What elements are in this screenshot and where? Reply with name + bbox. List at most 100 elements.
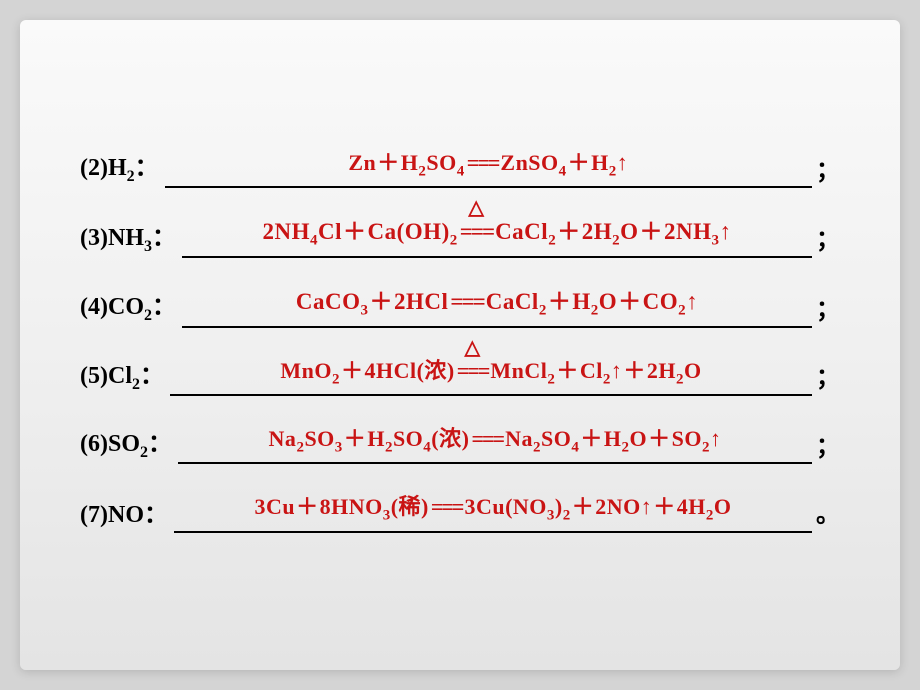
line-punctuation: ； [816, 224, 840, 258]
formula-text: MnO [280, 358, 332, 383]
formula-text: Cl [318, 219, 342, 244]
equals-bar: === [465, 150, 501, 175]
formula-text: 3Cu(NO [464, 494, 546, 519]
line-punctuation: ； [816, 431, 840, 465]
label-subscript: 2 [144, 307, 152, 324]
gas-arrow-icon: ↑ [611, 358, 623, 383]
formula-text: O [629, 426, 647, 451]
formula-text: ZnSO [500, 150, 558, 175]
formula-text: 2NH [263, 219, 311, 244]
heat-triangle-icon: △ [465, 334, 481, 362]
slide-page: (2)H2：Zn＋H2SO4===ZnSO4＋H2↑；(3)NH3：2NH4Cl… [20, 20, 900, 670]
formula-text: O [714, 494, 732, 519]
label-subscript: 2 [140, 444, 148, 461]
line-punctuation: ； [816, 294, 840, 328]
formula-subscript: 2 [676, 371, 684, 387]
equation-answer: 3Cu＋8HNO3(稀)===3Cu(NO3)2＋2NO↑＋4H2O [254, 492, 731, 526]
formula-text: SO [426, 150, 456, 175]
formula-text: 2H [647, 358, 676, 383]
plus-sign: ＋ [571, 494, 596, 519]
formula-text: CaCl [495, 219, 548, 244]
plus-sign: ＋ [340, 358, 365, 383]
formula-text: 4H [677, 494, 706, 519]
equation-line: (2)H2：Zn＋H2SO4===ZnSO4＋H2↑； [80, 150, 840, 188]
plus-sign: ＋ [638, 219, 664, 244]
equation-label: (5)Cl2： [80, 360, 164, 396]
formula-text: Na [269, 426, 297, 451]
plus-sign: ＋ [295, 494, 320, 519]
formula-subscript: 2 [609, 163, 617, 179]
equation-answer: MnO2＋4HCl(浓)===△MnCl2＋Cl2↑＋2H2O [280, 356, 701, 390]
equals-sign: === [429, 492, 465, 523]
gas-arrow-icon: ↑ [710, 426, 722, 451]
equation-answer: CaCO3＋2HCl===CaCl2＋H2O＋CO2↑ [296, 286, 698, 322]
formula-text: MnCl [490, 358, 547, 383]
answer-underline: Na2SO3＋H2SO4(浓)===Na2SO4＋H2O＋SO2↑ [178, 426, 812, 464]
formula-text: Zn [348, 150, 376, 175]
formula-subscript: 3 [335, 439, 343, 455]
plus-sign: ＋ [647, 426, 672, 451]
formula-subscript: 4 [310, 233, 318, 249]
formula-text: SO [393, 426, 423, 451]
equation-answer: Na2SO3＋H2SO4(浓)===Na2SO4＋H2O＋SO2↑ [269, 424, 722, 458]
plus-sign: ＋ [555, 358, 580, 383]
formula-subscript: 2 [612, 233, 620, 249]
formula-text: SO [541, 426, 571, 451]
equation-line: (4)CO2：CaCO3＋2HCl===CaCl2＋H2O＋CO2↑； [80, 288, 840, 328]
equation-label: (4)CO2： [80, 291, 176, 327]
formula-text: H [604, 426, 622, 451]
equals-bar: === [458, 219, 495, 244]
answer-underline: MnO2＋4HCl(浓)===△MnCl2＋Cl2↑＋2H2O [170, 358, 812, 396]
plus-sign: ＋ [376, 150, 401, 175]
equals-bar: === [448, 289, 485, 314]
label-suffix: ： [152, 225, 176, 251]
equation-line: (3)NH3：2NH4Cl＋Ca(OH)2===△CaCl2＋2H2O＋2NH3… [80, 218, 840, 258]
equals-sign: === [465, 148, 501, 179]
formula-text: ) [555, 494, 563, 519]
formula-subscript: 2 [385, 439, 393, 455]
plus-sign: ＋ [622, 358, 647, 383]
plus-sign: ＋ [617, 289, 643, 314]
formula-subscript: 2 [533, 439, 541, 455]
label-suffix: ： [140, 363, 164, 389]
label-suffix: ： [148, 431, 172, 457]
formula-text: O [599, 289, 617, 314]
plus-sign: ＋ [547, 289, 573, 314]
gas-arrow-icon: ↑ [719, 219, 731, 244]
formula-subscript: 2 [706, 508, 714, 524]
formula-text: (浓) [431, 426, 469, 451]
formula-subscript: 4 [457, 163, 465, 179]
formula-text: 3Cu [254, 494, 295, 519]
formula-text: 2NO [595, 494, 641, 519]
formula-text: H [572, 289, 590, 314]
label-suffix: ： [135, 155, 159, 181]
formula-text: 2HCl [394, 289, 448, 314]
equation-line: (5)Cl2：MnO2＋4HCl(浓)===△MnCl2＋Cl2↑＋2H2O； [80, 358, 840, 396]
equation-answer: 2NH4Cl＋Ca(OH)2===△CaCl2＋2H2O＋2NH3↑ [263, 216, 732, 252]
equals-sign: ===△ [458, 216, 495, 248]
formula-text: (稀) [391, 494, 429, 519]
formula-text: 2H [582, 219, 612, 244]
plus-sign: ＋ [368, 289, 394, 314]
line-punctuation: ； [816, 155, 840, 189]
equals-sign: === [469, 424, 505, 455]
equation-line: (6)SO2：Na2SO3＋H2SO4(浓)===Na2SO4＋H2O＋SO2↑… [80, 426, 840, 464]
plus-sign: ＋ [556, 219, 582, 244]
formula-text: Cl [580, 358, 603, 383]
equation-label: (7)NO： [80, 499, 168, 533]
formula-text: CaCO [296, 289, 361, 314]
plus-sign: ＋ [343, 426, 368, 451]
formula-subscript: 2 [591, 303, 599, 319]
formula-subscript: 4 [559, 163, 567, 179]
formula-text: Ca(OH) [368, 219, 450, 244]
formula-subscript: 3 [383, 508, 391, 524]
answer-underline: CaCO3＋2HCl===CaCl2＋H2O＋CO2↑ [182, 288, 812, 328]
formula-text: 2NH [664, 219, 712, 244]
equation-label: (2)H2： [80, 152, 159, 188]
answer-underline: 2NH4Cl＋Ca(OH)2===△CaCl2＋2H2O＋2NH3↑ [182, 218, 812, 258]
gas-arrow-icon: ↑ [617, 150, 629, 175]
plus-sign: ＋ [652, 494, 677, 519]
formula-subscript: 2 [563, 508, 571, 524]
equals-sign: ===△ [455, 356, 491, 387]
equation-label: (6)SO2： [80, 428, 172, 464]
